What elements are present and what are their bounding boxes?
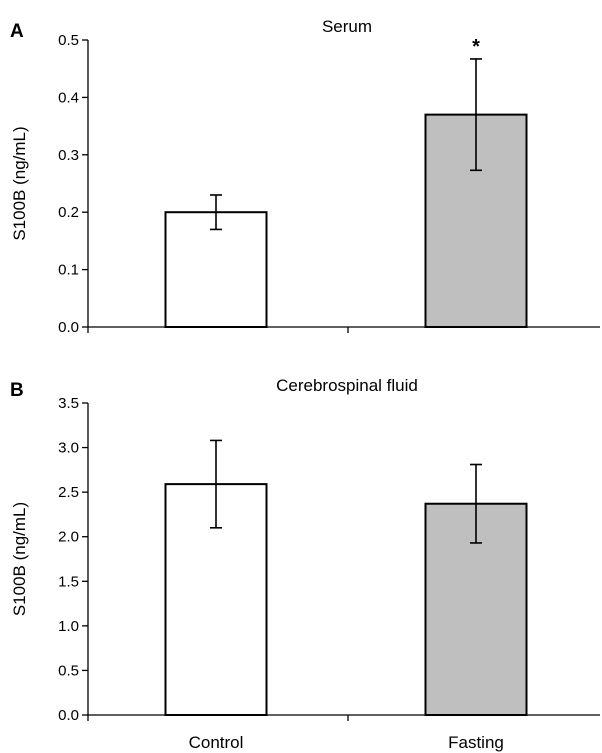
panel-serum: A Serum S100B (ng/mL) 0.0 0.1 0.2 0.3 0.4 0.5 * — [10, 17, 600, 336]
y-tick-label: 0.0 — [58, 707, 79, 724]
panel-cerebrospinal-fluid: B Cerebrospinal fluid S100B (ng/mL) 0.0 0.5 1… — [10, 376, 600, 752]
y-tick-label: 2.5 — [58, 484, 79, 501]
x-category-label: Fasting — [448, 733, 504, 752]
y-tick-label: 0.2 — [58, 204, 79, 221]
panel-letter: A — [10, 21, 24, 42]
y-tick-label: 0.1 — [58, 262, 79, 279]
y-axis-label: S100B (ng/mL) — [10, 502, 29, 616]
bar-control — [164, 211, 268, 328]
y-tick-label: 1.5 — [58, 573, 79, 590]
significance-marker: * — [472, 36, 480, 58]
panel-title: Serum — [322, 17, 372, 36]
y-tick-label: 3.5 — [58, 395, 79, 412]
y-tick-label: 0.4 — [58, 89, 79, 106]
y-tick-label: 3.0 — [58, 440, 79, 457]
y-axis-label: S100B (ng/mL) — [10, 126, 29, 240]
x-category-label: Control — [189, 733, 244, 752]
panel-letter: B — [10, 380, 24, 401]
y-tick-label: 2.0 — [58, 529, 79, 546]
bar-control — [164, 483, 268, 716]
y-tick-label: 0.3 — [58, 147, 79, 164]
y-tick-label: 1.0 — [58, 618, 79, 635]
panel-title: Cerebrospinal fluid — [276, 376, 418, 395]
y-tick-label: 0.5 — [58, 662, 79, 679]
y-tick-label: 0.0 — [58, 319, 79, 336]
y-tick-label: 0.5 — [58, 32, 79, 49]
